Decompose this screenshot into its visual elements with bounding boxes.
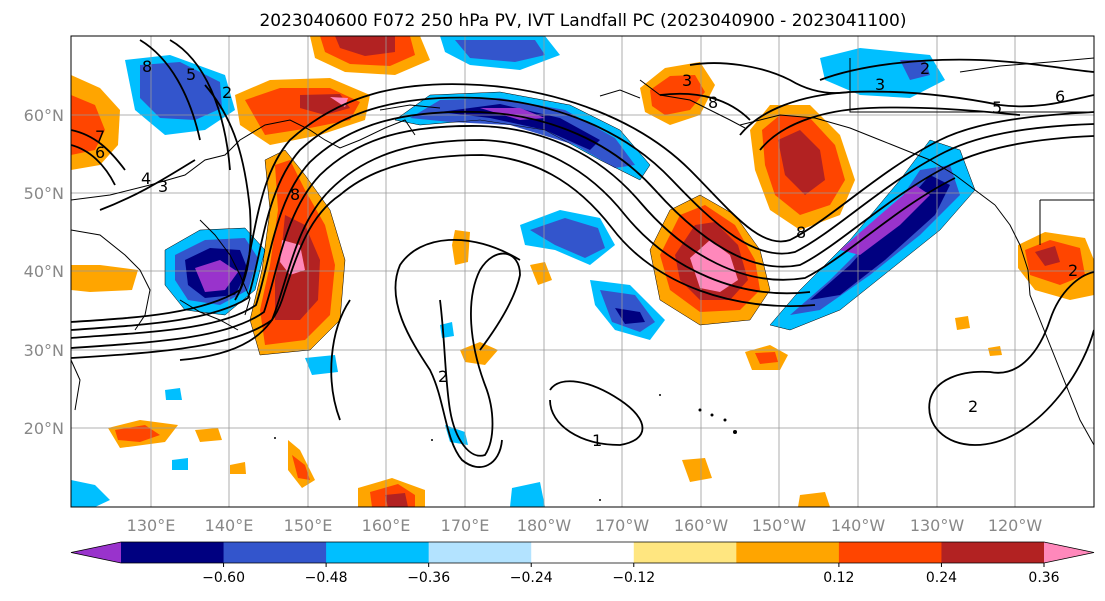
contour-label: 2 [222, 83, 232, 102]
contour-label: 6 [95, 143, 105, 162]
latitude-labels: 60°N 50°N 40°N 30°N 20°N [24, 106, 64, 438]
contour-label: 2 [920, 59, 930, 78]
lat-label: 50°N [24, 184, 64, 203]
colorbar-segment [736, 542, 840, 563]
colorbar-tick-label: −0.60 [202, 570, 245, 586]
contour-label: 3 [158, 177, 168, 196]
colorbar-tick-label: −0.24 [510, 570, 553, 586]
lon-label: 160°E [362, 516, 411, 535]
graticule [71, 36, 1094, 507]
pv-contours [71, 39, 1094, 468]
lon-label: 140°E [205, 516, 254, 535]
colorbar-segment [121, 542, 225, 563]
shaded-anomalies [71, 36, 1094, 507]
contour-label: 2 [968, 397, 978, 416]
anomaly-outlines [164, 91, 976, 356]
contour-label: 2 [1068, 261, 1078, 280]
colorbar-tick-label: 0.24 [926, 570, 957, 586]
colorbar-tick-label: 0.12 [823, 570, 854, 586]
colorbar-extension-low [71, 542, 121, 563]
map-frame [70, 35, 1095, 508]
longitude-labels: 130°E 140°E 150°E 160°E 170°E 180°W 170°… [127, 516, 1043, 535]
contour-label: 5 [992, 98, 1002, 117]
lon-label: 140°W [831, 516, 886, 535]
colorbar-segment [428, 542, 532, 563]
contour-label: 8 [290, 185, 300, 204]
contour-label: 8 [708, 93, 718, 112]
island-dots [274, 394, 737, 501]
lon-label: 120°W [988, 516, 1043, 535]
contour-label: 3 [875, 75, 885, 94]
lon-label: 130°W [910, 516, 965, 535]
colorbar-segment [633, 542, 737, 563]
lon-label: 170°E [441, 516, 490, 535]
contour-label: 7 [95, 127, 105, 146]
colorbar-tick-label: 0.36 [1028, 570, 1059, 586]
figure-title: 2023040600 F072 250 hPa PV, IVT Landfall… [259, 11, 906, 31]
lon-label: 130°E [127, 516, 176, 535]
contour-label: 8 [796, 223, 806, 242]
lon-label: 160°W [674, 516, 729, 535]
contour-labels: 8 5 2 7 6 4 3 8 2 1 3 2 3 5 6 8 8 2 2 [95, 57, 1078, 450]
map-panel: 8 5 2 7 6 4 3 8 2 1 3 2 3 5 6 8 8 2 2 [71, 36, 1094, 507]
lon-label: 150°W [752, 516, 807, 535]
lat-label: 60°N [24, 106, 64, 125]
lat-label: 20°N [24, 419, 64, 438]
contour-label: 3 [682, 71, 692, 90]
contour-label: 1 [592, 431, 602, 450]
colorbar-tick-label: −0.36 [407, 570, 450, 586]
colorbar: −0.60−0.48−0.36−0.24−0.120.120.240.360.4… [70, 541, 1095, 586]
colorbar-tick-label: −0.12 [612, 570, 655, 586]
contour-label: 2 [438, 367, 448, 386]
colorbar-segment [223, 542, 327, 563]
contour-label: 5 [186, 65, 196, 84]
colorbar-extension-high [1044, 542, 1094, 563]
lat-label: 40°N [24, 262, 64, 281]
lon-label: 180°W [517, 516, 572, 535]
lat-label: 30°N [24, 341, 64, 360]
contour-label: 4 [141, 169, 151, 188]
contour-label: 6 [1055, 87, 1065, 106]
colorbar-segment [531, 542, 635, 563]
lon-label: 150°E [284, 516, 333, 535]
lon-label: 170°W [595, 516, 650, 535]
colorbar-tick-label: −0.48 [305, 570, 348, 586]
colorbar-segment [838, 542, 942, 563]
contour-label: 8 [142, 57, 152, 76]
colorbar-outline [70, 541, 1095, 564]
colorbar-segment [326, 542, 430, 563]
colorbar-segment [941, 542, 1045, 563]
